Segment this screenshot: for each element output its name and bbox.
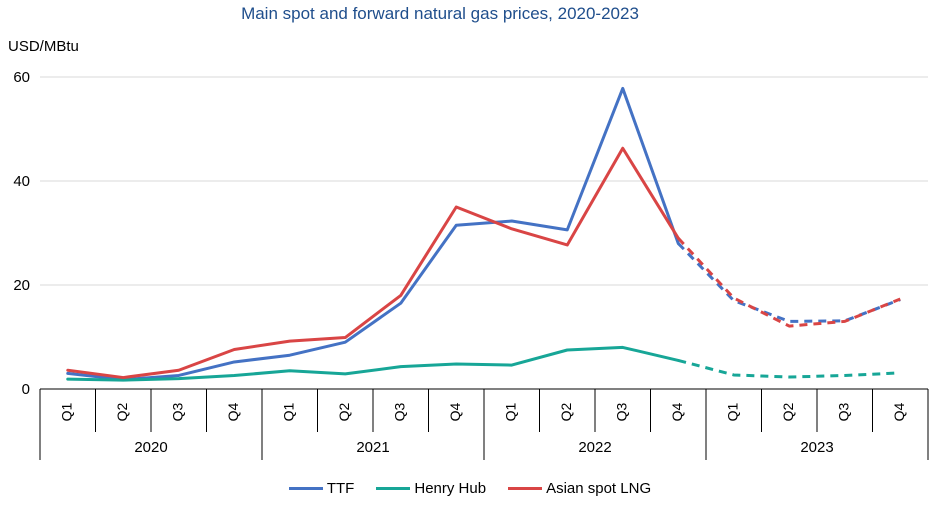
legend-swatch	[376, 487, 411, 490]
chart-plot: 0 20 40 60 Q1 Q2 Q3 Q4 Q1 Q2 Q3 Q4 Q1 Q2 Q3 Q4 Q1 Q2 Q3 Q4 2…	[13, 69, 929, 460]
x-tick-label: Q1	[58, 402, 74, 421]
henry-hub-forward-line	[677, 358, 901, 379]
legend-label: Henry Hub	[414, 480, 487, 497]
legend: TTF Henry Hub Asian spot LNG	[0, 480, 940, 497]
x-tick-label: Q1	[502, 402, 518, 421]
henry-hub-series-line	[66, 345, 680, 382]
legend-item-ttf: TTF	[288, 480, 355, 497]
y-axis-unit-label: USD/MBtu	[8, 38, 79, 55]
ttf-forward-line	[677, 242, 901, 323]
asian-spot-lng-series-line	[66, 146, 680, 380]
x-year-label: 2020	[134, 439, 167, 456]
x-tick-label: Q2	[780, 402, 796, 421]
x-tick-label: Q4	[669, 402, 685, 421]
y-tick-label: 40	[13, 173, 30, 190]
x-tick-label: Q4	[225, 402, 241, 421]
asian-spot-lng-forward-line	[677, 237, 901, 328]
legend-label: Asian spot LNG	[546, 480, 652, 497]
x-tick-label: Q3	[391, 402, 407, 421]
x-tick-label: Q3	[835, 402, 851, 421]
legend-swatch	[508, 487, 543, 490]
legend-item-henry-hub: Henry Hub	[376, 480, 486, 497]
y-tick-label: 60	[13, 69, 30, 86]
x-tick-label: Q1	[280, 402, 296, 421]
legend-swatch	[288, 487, 323, 490]
y-tick-label: 20	[13, 277, 30, 294]
y-tick-label: 0	[22, 381, 30, 398]
x-tick-label: Q2	[114, 402, 130, 421]
x-tick-label: Q4	[447, 402, 463, 421]
x-tick-label: Q2	[558, 402, 574, 421]
x-tick-label: Q1	[724, 402, 740, 421]
x-year-label: 2022	[578, 439, 611, 456]
legend-item-asian-spot-lng: Asian spot LNG	[508, 480, 651, 497]
x-tick-label: Q3	[169, 402, 185, 421]
chart-title: Main spot and forward natural gas prices…	[241, 4, 639, 23]
x-year-label: 2021	[356, 439, 389, 456]
x-tick-label: Q2	[336, 402, 352, 421]
x-year-label: 2023	[800, 439, 833, 456]
legend-label: TTF	[326, 480, 355, 497]
x-tick-label: Q3	[613, 402, 629, 421]
x-tick-label: Q4	[891, 402, 907, 421]
ttf-series-line	[66, 86, 680, 382]
